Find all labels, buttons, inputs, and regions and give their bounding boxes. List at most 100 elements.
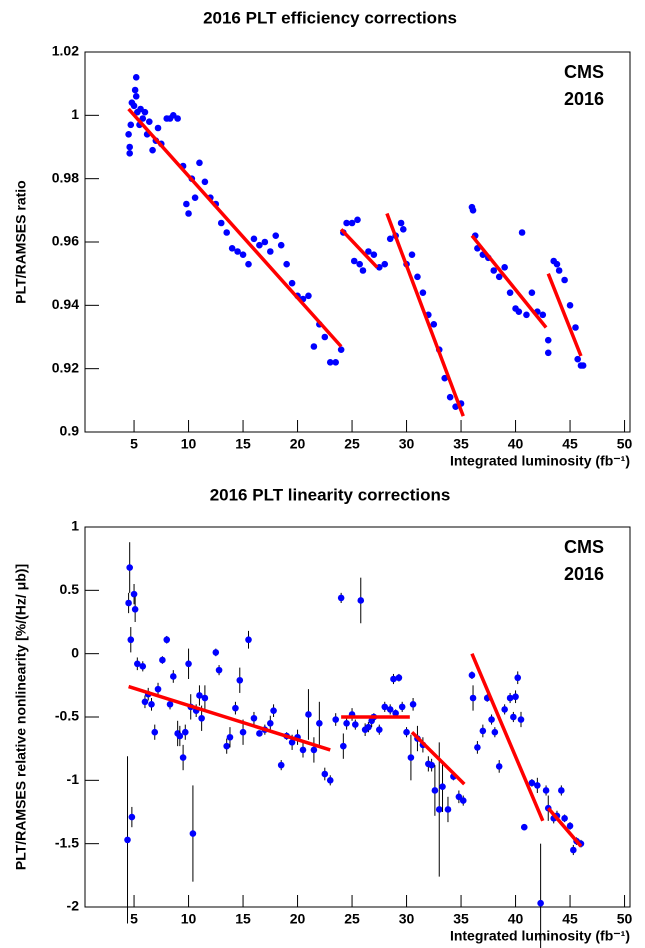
point xyxy=(245,636,252,644)
y-axis-title: PLT/RAMSES relative nonlinearity [%/(Hz/… xyxy=(13,564,29,870)
annotation: CMS xyxy=(564,537,604,557)
y-tick-label: 0.5 xyxy=(60,581,80,597)
x-tick-label: 30 xyxy=(399,436,415,452)
point xyxy=(159,656,166,664)
fit-line xyxy=(128,684,331,752)
point xyxy=(399,226,407,233)
point xyxy=(305,711,312,718)
point xyxy=(354,216,361,224)
point xyxy=(149,146,156,154)
point xyxy=(409,701,417,708)
point xyxy=(245,260,252,268)
point xyxy=(397,219,405,227)
point xyxy=(444,806,452,813)
point xyxy=(435,806,443,813)
point xyxy=(332,716,340,723)
x-tick-label: 15 xyxy=(235,911,251,927)
point xyxy=(212,649,220,656)
point xyxy=(570,846,577,854)
point xyxy=(340,742,347,750)
point xyxy=(232,704,239,712)
point xyxy=(277,241,285,249)
point xyxy=(403,728,410,736)
point xyxy=(506,694,514,702)
point xyxy=(125,599,132,607)
point xyxy=(506,289,514,296)
point xyxy=(154,124,162,132)
point xyxy=(174,115,181,122)
y-tick-label: -2 xyxy=(67,898,80,914)
point xyxy=(459,797,467,804)
point xyxy=(250,235,258,243)
point xyxy=(370,251,378,258)
point xyxy=(141,108,149,116)
point xyxy=(365,248,372,255)
y-axis-title: PLT/RAMSES ratio xyxy=(13,180,29,303)
point xyxy=(201,694,209,702)
point xyxy=(350,257,358,265)
point xyxy=(191,194,199,201)
point xyxy=(154,685,162,693)
point xyxy=(127,636,135,644)
point xyxy=(469,207,477,214)
point xyxy=(148,701,155,708)
x-tick-label: 20 xyxy=(290,911,306,927)
point xyxy=(299,746,307,754)
point xyxy=(126,143,133,151)
point xyxy=(226,733,234,741)
point xyxy=(181,728,189,736)
point xyxy=(272,232,280,239)
point xyxy=(183,200,190,208)
point xyxy=(217,219,225,227)
point xyxy=(310,746,318,754)
point xyxy=(407,754,415,761)
point xyxy=(139,663,147,670)
x-tick-label: 40 xyxy=(508,911,524,927)
point xyxy=(518,229,526,236)
point xyxy=(321,333,329,341)
x-tick-label: 5 xyxy=(130,911,138,927)
point xyxy=(510,713,517,721)
point xyxy=(469,694,477,702)
point xyxy=(544,336,552,344)
y-tick-label: 1.02 xyxy=(52,43,79,59)
point xyxy=(337,594,345,602)
point xyxy=(514,674,522,682)
point xyxy=(390,675,397,683)
point xyxy=(256,241,263,249)
point xyxy=(163,636,171,644)
fit-line xyxy=(546,807,583,848)
x-axis-title: Integrated luminosity (fb⁻¹) xyxy=(450,453,630,469)
point xyxy=(523,311,530,319)
point xyxy=(579,362,587,369)
point xyxy=(130,590,138,598)
point xyxy=(574,355,581,363)
point xyxy=(501,264,508,271)
x-tick-label: 5 xyxy=(130,436,138,452)
point xyxy=(343,219,350,227)
x-tick-label: 45 xyxy=(562,436,578,452)
point xyxy=(352,721,359,728)
point xyxy=(419,289,427,296)
point xyxy=(169,673,177,680)
point xyxy=(283,260,290,268)
point xyxy=(166,701,174,708)
fit-line xyxy=(410,730,466,786)
x-tick-label: 10 xyxy=(181,436,197,452)
fit-line xyxy=(470,652,545,822)
point xyxy=(250,714,258,722)
point xyxy=(124,836,131,844)
y-tick-label: 1 xyxy=(71,518,79,534)
point xyxy=(517,716,525,723)
x-tick-label: 35 xyxy=(453,436,469,452)
annotation: 2016 xyxy=(564,564,604,584)
chart-title: 2016 PLT linearity corrections xyxy=(210,485,451,504)
fit-line xyxy=(385,212,465,417)
x-tick-label: 20 xyxy=(290,436,306,452)
point xyxy=(239,251,247,258)
point xyxy=(359,267,367,274)
point xyxy=(179,754,187,761)
point xyxy=(386,706,394,713)
